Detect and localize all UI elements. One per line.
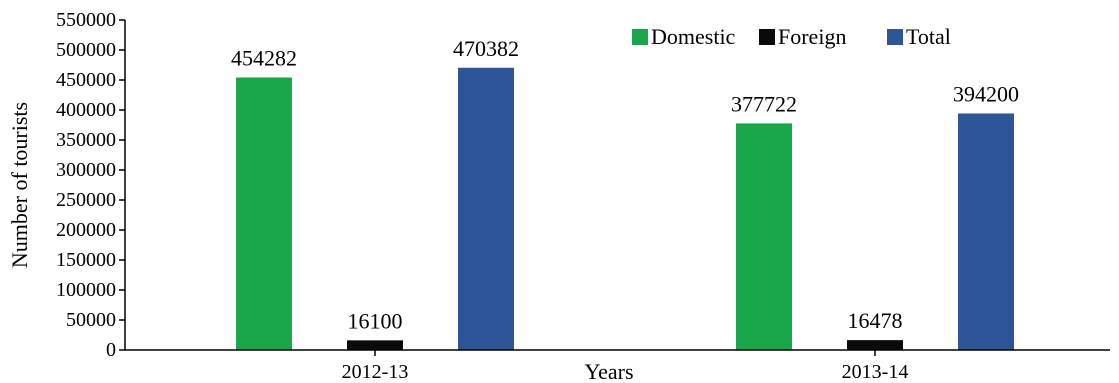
y-tick-label: 250000 bbox=[56, 189, 116, 211]
data-labels: 454282 16100 470382 377722 16478 394200 bbox=[231, 36, 1019, 334]
y-axis-ticks: 0 50000 100000 150000 200000 250000 300000 3500… bbox=[56, 9, 125, 361]
legend-label-foreign: Foreign bbox=[778, 24, 846, 49]
y-axis-title: Number of tourists bbox=[7, 102, 32, 268]
data-label: 16478 bbox=[848, 308, 903, 333]
legend-label-domestic: Domestic bbox=[651, 24, 736, 49]
y-tick-label: 500000 bbox=[56, 39, 116, 61]
legend-swatch-foreign bbox=[759, 29, 775, 45]
bar-foreign-2013-14 bbox=[847, 340, 903, 350]
y-tick-label: 200000 bbox=[56, 219, 116, 241]
y-tick-label: 350000 bbox=[56, 129, 116, 151]
legend-label-total: Total bbox=[906, 24, 951, 49]
data-label: 377722 bbox=[731, 91, 797, 116]
legend-swatch-total bbox=[887, 29, 903, 45]
data-label: 470382 bbox=[453, 36, 519, 61]
bar-domestic-2012-13 bbox=[236, 77, 292, 351]
y-tick-label: 50000 bbox=[66, 309, 116, 331]
x-tick-label: 2013-14 bbox=[842, 361, 909, 383]
x-axis-title: Years bbox=[584, 359, 633, 383]
legend-swatch-domestic bbox=[632, 29, 648, 45]
bar-total-2013-14 bbox=[958, 113, 1014, 350]
x-axis-ticks: 2012-13 2013-14 bbox=[342, 350, 909, 383]
y-tick-label: 300000 bbox=[56, 159, 116, 181]
y-tick-label: 100000 bbox=[56, 279, 116, 301]
y-tick-label: 150000 bbox=[56, 249, 116, 271]
y-tick-label: 400000 bbox=[56, 99, 116, 121]
y-tick-label: 0 bbox=[106, 339, 116, 361]
data-label: 16100 bbox=[348, 308, 403, 333]
legend: Domestic Foreign Total bbox=[632, 24, 951, 49]
bar-foreign-2012-13 bbox=[347, 340, 403, 350]
x-tick-label: 2012-13 bbox=[342, 361, 409, 383]
y-tick-label: 450000 bbox=[56, 69, 116, 91]
bar-total-2012-13 bbox=[458, 67, 514, 350]
data-label: 454282 bbox=[231, 45, 297, 70]
y-tick-label: 550000 bbox=[56, 9, 116, 31]
bars bbox=[236, 67, 1014, 351]
bar-domestic-2013-14 bbox=[736, 123, 792, 351]
data-label: 394200 bbox=[953, 81, 1019, 106]
